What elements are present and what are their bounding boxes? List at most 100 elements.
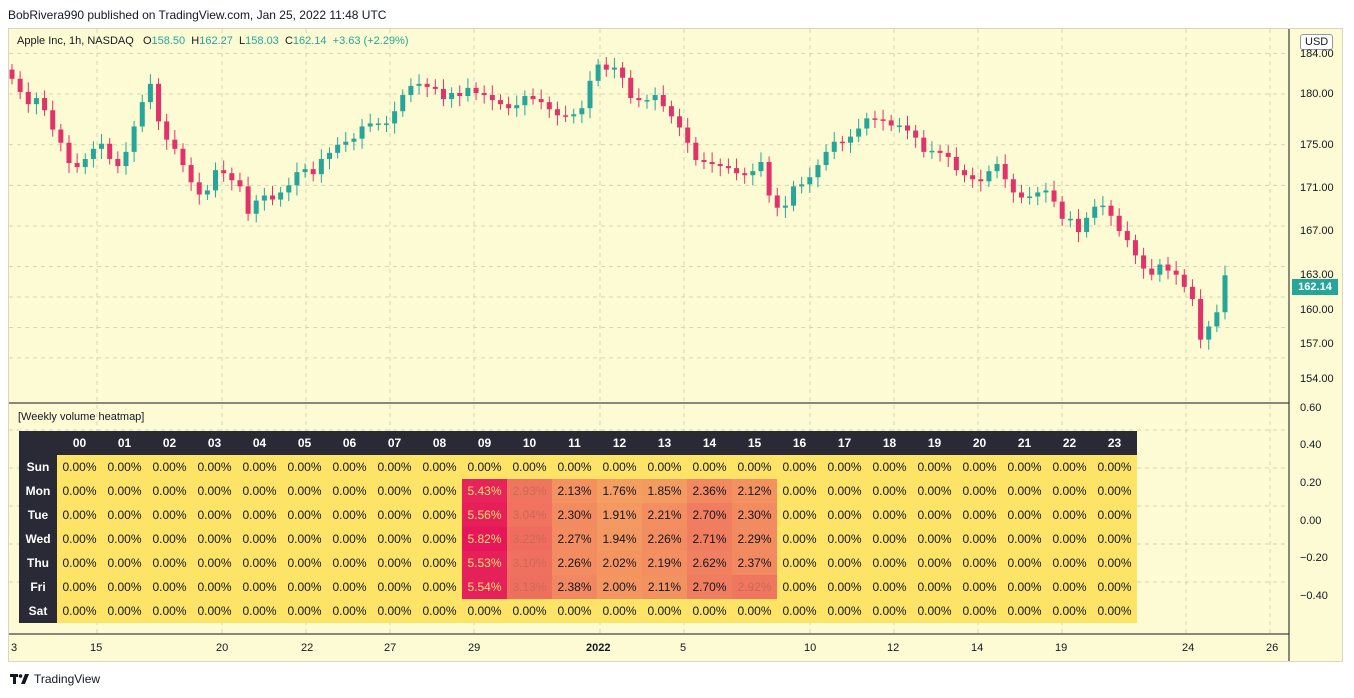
candle-body bbox=[90, 148, 96, 159]
heatmap-cell: 0.00% bbox=[192, 527, 237, 551]
heatmap-cell: 0.00% bbox=[417, 479, 462, 503]
candle-body bbox=[628, 77, 634, 99]
publisher-line: BobRivera990 published on TradingView.co… bbox=[8, 8, 387, 22]
candle-body bbox=[1035, 192, 1041, 197]
heatmap-cell: 2.37% bbox=[732, 551, 777, 575]
candle-body bbox=[188, 165, 194, 183]
heatmap-cell: 0.00% bbox=[372, 551, 417, 575]
symbol-legend[interactable]: Apple Inc, 1h, NASDAQ O158.50 H162.27 L1… bbox=[17, 35, 409, 47]
candle-body bbox=[620, 67, 626, 78]
heatmap-cell: 0.00% bbox=[507, 599, 552, 623]
time-tick: 3 bbox=[11, 642, 18, 654]
price-tick: 163.00 bbox=[1300, 269, 1334, 281]
day-header: Mon bbox=[19, 479, 57, 503]
candle-body bbox=[693, 142, 699, 160]
time-tick: 12 bbox=[887, 642, 900, 654]
heatmap-cell: 0.00% bbox=[1047, 575, 1092, 599]
candle-body bbox=[25, 91, 31, 105]
heatmap-row: Fri 0.00% 0.00% 0.00% 0.00% 0.00% 0.00% 0.00% 0.… bbox=[19, 575, 1137, 599]
candle-body bbox=[742, 173, 748, 176]
heatmap-cell: 1.76% bbox=[597, 479, 642, 503]
heatmap-cell: 0.00% bbox=[552, 599, 597, 623]
heatmap-cell: 0.00% bbox=[237, 527, 282, 551]
time-tick: 10 bbox=[804, 642, 817, 654]
hour-header: 07 bbox=[372, 431, 417, 455]
heatmap-cell: 1.85% bbox=[642, 479, 687, 503]
heatmap-cell: 0.00% bbox=[957, 551, 1002, 575]
time-tick: 22 bbox=[301, 642, 314, 654]
hour-header: 21 bbox=[1002, 431, 1047, 455]
indicator-tick: 0.60 bbox=[1300, 402, 1322, 414]
candle-body bbox=[668, 106, 674, 117]
heatmap-cell: 2.92% bbox=[732, 575, 777, 599]
time-tick: 26 bbox=[1266, 642, 1279, 654]
candle-body bbox=[782, 205, 788, 208]
indicator-title[interactable]: [Weekly volume heatmap] bbox=[18, 411, 145, 423]
price-tick: 180.00 bbox=[1300, 88, 1334, 100]
price-tick: 175.00 bbox=[1300, 139, 1334, 151]
candle-body bbox=[270, 195, 276, 200]
candle-body bbox=[172, 139, 178, 149]
candle-body bbox=[261, 195, 267, 201]
heatmap-cell: 0.00% bbox=[237, 503, 282, 527]
heatmap-cell: 0.00% bbox=[372, 503, 417, 527]
candle-body bbox=[416, 83, 422, 86]
heatmap-cell: 2.19% bbox=[642, 551, 687, 575]
candle-body bbox=[221, 170, 227, 174]
candle-body bbox=[864, 118, 870, 129]
heatmap-cell: 0.00% bbox=[777, 575, 822, 599]
hour-header: 11 bbox=[552, 431, 597, 455]
candle-body bbox=[375, 123, 381, 125]
heatmap-cell: 0.00% bbox=[57, 503, 102, 527]
candle-body bbox=[326, 152, 332, 159]
heatmap-cell: 0.00% bbox=[57, 479, 102, 503]
hour-header: 04 bbox=[237, 431, 282, 455]
candle-body bbox=[1149, 268, 1155, 275]
candle-body bbox=[440, 88, 446, 100]
hour-header: 15 bbox=[732, 431, 777, 455]
heatmap-cell: 0.00% bbox=[147, 575, 192, 599]
hour-header: 00 bbox=[57, 431, 102, 455]
candle-body bbox=[1206, 326, 1212, 340]
heatmap-cell: 0.00% bbox=[417, 575, 462, 599]
heatmap-row: Sun 0.00% 0.00% 0.00% 0.00% 0.00% 0.00% 0.00% 0.… bbox=[19, 455, 1137, 479]
tradingview-footer[interactable]: TradingView bbox=[10, 672, 100, 686]
heatmap-cell: 0.00% bbox=[57, 455, 102, 479]
heatmap-cell: 0.00% bbox=[327, 503, 372, 527]
heatmap-cell: 0.00% bbox=[1092, 527, 1137, 551]
heatmap-row: Tue 0.00% 0.00% 0.00% 0.00% 0.00% 0.00% 0.00% 0.… bbox=[19, 503, 1137, 527]
candle-body bbox=[652, 95, 658, 101]
candle-body bbox=[587, 80, 593, 109]
heatmap-cell: 0.00% bbox=[1047, 527, 1092, 551]
candle-body bbox=[74, 163, 80, 168]
heatmap-cell: 2.26% bbox=[552, 551, 597, 575]
candle-body bbox=[115, 158, 121, 167]
heatmap-cell: 0.00% bbox=[1047, 479, 1092, 503]
heatmap-cell: 2.29% bbox=[732, 527, 777, 551]
heatmap-cell: 0.00% bbox=[57, 527, 102, 551]
candle-body bbox=[725, 166, 731, 169]
price-tick: 184.00 bbox=[1300, 48, 1334, 60]
heatmap-cell: 0.00% bbox=[327, 551, 372, 575]
brand-name: TradingView bbox=[34, 672, 101, 686]
heatmap-cell: 2.00% bbox=[597, 575, 642, 599]
candle-body bbox=[986, 171, 992, 182]
high-label: H bbox=[191, 35, 200, 47]
heatmap-cell: 2.30% bbox=[552, 503, 597, 527]
heatmap-cell: 2.21% bbox=[642, 503, 687, 527]
currency-button[interactable]: USD bbox=[1300, 34, 1334, 50]
candle-body bbox=[823, 151, 829, 166]
heatmap-cell: 0.00% bbox=[957, 479, 1002, 503]
heatmap-cell: 2.36% bbox=[687, 479, 732, 503]
candle-body bbox=[1018, 192, 1024, 198]
candle-body bbox=[180, 148, 186, 166]
heatmap-cell: 0.00% bbox=[957, 599, 1002, 623]
candle-body bbox=[1116, 215, 1122, 232]
hour-header: 23 bbox=[1092, 431, 1137, 455]
heatmap-cell: 0.00% bbox=[1092, 479, 1137, 503]
heatmap-cell: 0.00% bbox=[57, 575, 102, 599]
heatmap-cell: 0.00% bbox=[237, 455, 282, 479]
candle-body bbox=[506, 104, 512, 109]
time-tick: 14 bbox=[971, 642, 984, 654]
candle-body bbox=[896, 125, 902, 127]
